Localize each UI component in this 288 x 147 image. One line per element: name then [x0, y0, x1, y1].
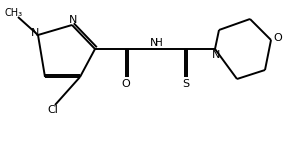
- Text: Cl: Cl: [48, 105, 58, 115]
- Text: N: N: [31, 28, 39, 38]
- Text: O: O: [274, 33, 282, 43]
- Text: S: S: [182, 79, 190, 89]
- Text: CH₃: CH₃: [5, 8, 23, 18]
- Text: H: H: [155, 38, 163, 48]
- Text: N: N: [69, 15, 77, 25]
- Text: N: N: [150, 38, 158, 48]
- Text: O: O: [122, 79, 130, 89]
- Text: N: N: [212, 50, 220, 60]
